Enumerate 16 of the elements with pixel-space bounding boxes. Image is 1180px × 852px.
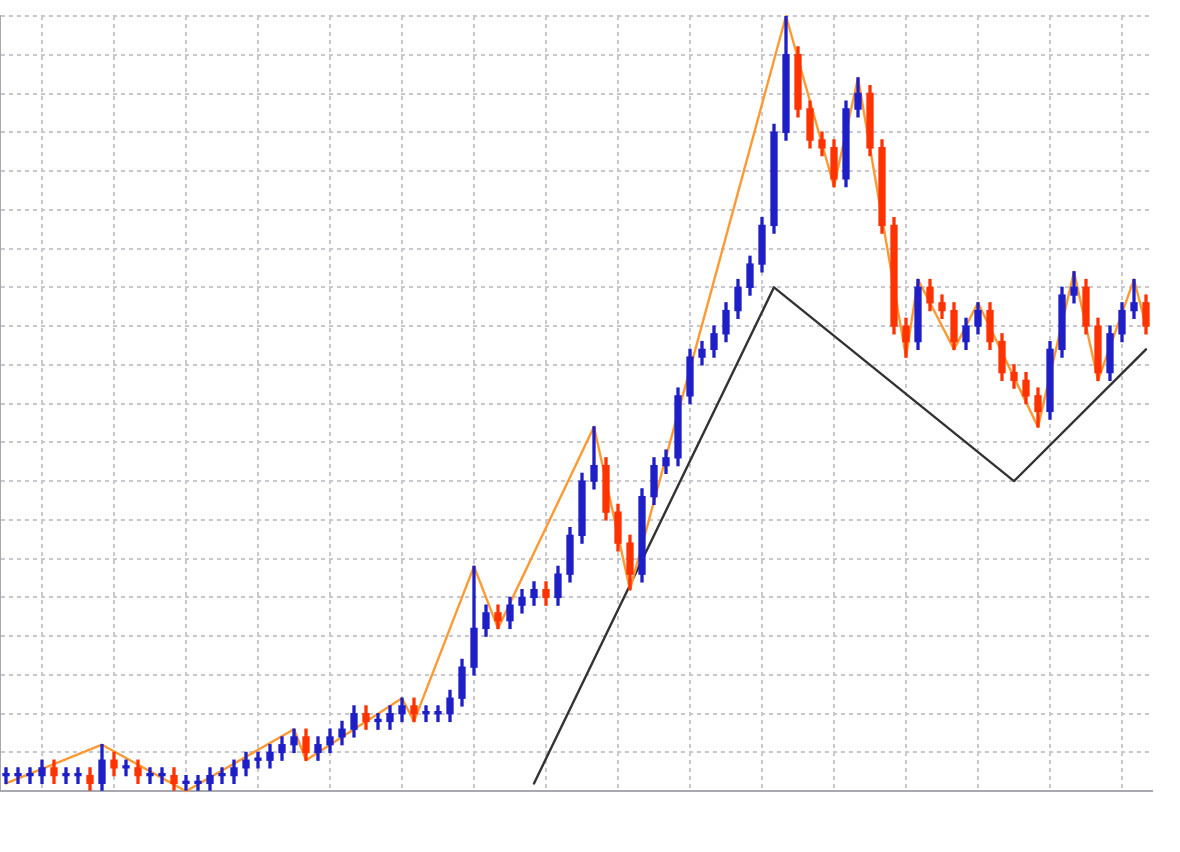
candlestick <box>590 426 598 490</box>
candlestick <box>434 705 442 723</box>
candlestick <box>374 713 382 730</box>
candlestick <box>218 767 226 785</box>
candlestick <box>26 767 34 785</box>
candlestick <box>422 705 430 723</box>
candlestick <box>146 767 154 785</box>
candlestick <box>1130 278 1138 319</box>
candlestick <box>182 775 190 791</box>
candlestick <box>158 767 166 785</box>
candlestick <box>14 767 22 785</box>
candlestick <box>74 767 82 785</box>
candlestick <box>2 767 10 785</box>
candlestick <box>254 751 262 769</box>
candlestick <box>62 767 70 785</box>
candlestick <box>194 775 202 791</box>
